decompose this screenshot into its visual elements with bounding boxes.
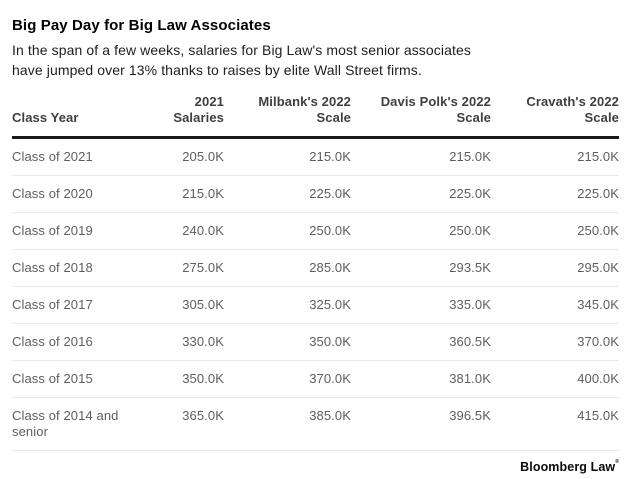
milbank-scale-cell: 250.0K xyxy=(309,223,351,238)
milbank-scale-cell: 350.0K xyxy=(309,334,351,349)
column-header-davis-polk-2022-scale: Davis Polk's 2022 Scale xyxy=(380,94,491,125)
column-header-2021-salaries: 2021 Salaries xyxy=(173,94,224,125)
salary-2021-cell: 240.0K xyxy=(182,223,224,238)
table-row: Class of 2017 305.0K 325.0K 335.0K 345.0… xyxy=(12,287,619,324)
class-year-cell: Class of 2015 xyxy=(12,371,93,386)
table-row: Class of 2014 and senior 365.0K 385.0K 3… xyxy=(12,398,619,451)
davis-polk-scale-cell: 225.0K xyxy=(449,186,491,201)
registered-trademark-mark: ® xyxy=(615,459,619,465)
class-year-cell: Class of 2014 and senior xyxy=(12,408,119,439)
cravath-scale-cell: 415.0K xyxy=(577,408,619,423)
table-row: Class of 2015 350.0K 370.0K 381.0K 400.0… xyxy=(12,361,619,398)
salary-2021-cell: 205.0K xyxy=(182,149,224,164)
cravath-scale-cell: 250.0K xyxy=(577,223,619,238)
cravath-scale-cell: 345.0K xyxy=(577,297,619,312)
milbank-scale-cell: 285.0K xyxy=(309,260,351,275)
table-row: Class of 2016 330.0K 350.0K 360.5K 370.0… xyxy=(12,324,619,361)
class-year-cell: Class of 2017 xyxy=(12,297,93,312)
salary-2021-cell: 215.0K xyxy=(182,186,224,201)
table-row: Class of 2020 215.0K 225.0K 225.0K 225.0… xyxy=(12,176,619,213)
salary-2021-cell: 305.0K xyxy=(182,297,224,312)
milbank-scale-cell: 215.0K xyxy=(309,149,351,164)
davis-polk-scale-cell: 293.5K xyxy=(449,260,491,275)
class-year-cell: Class of 2019 xyxy=(12,223,93,238)
table-row: Class of 2018 275.0K 285.0K 293.5K 295.0… xyxy=(12,250,619,287)
davis-polk-scale-cell: 335.0K xyxy=(449,297,491,312)
cravath-scale-cell: 295.0K xyxy=(577,260,619,275)
class-year-cell: Class of 2018 xyxy=(12,260,93,275)
column-header-cravath-2022-scale: Cravath's 2022 Scale xyxy=(526,94,619,125)
davis-polk-scale-cell: 381.0K xyxy=(449,371,491,386)
cravath-scale-cell: 370.0K xyxy=(577,334,619,349)
table-row: Class of 2019 240.0K 250.0K 250.0K 250.0… xyxy=(12,213,619,250)
salary-2021-cell: 275.0K xyxy=(182,260,224,275)
table-row: Class of 2021 205.0K 215.0K 215.0K 215.0… xyxy=(12,138,619,176)
source-credit: Bloomberg Law® xyxy=(12,459,619,474)
milbank-scale-cell: 385.0K xyxy=(309,408,351,423)
source-credit-text: Bloomberg Law xyxy=(520,460,616,474)
chart-title: Big Pay Day for Big Law Associates xyxy=(12,17,271,34)
cravath-scale-cell: 225.0K xyxy=(577,186,619,201)
class-year-cell: Class of 2021 xyxy=(12,149,93,164)
milbank-scale-cell: 370.0K xyxy=(309,371,351,386)
subtitle-line-1: In the span of a few weeks, salaries for… xyxy=(12,42,471,58)
salary-2021-cell: 330.0K xyxy=(182,334,224,349)
davis-polk-scale-cell: 250.0K xyxy=(449,223,491,238)
salary-2021-cell: 350.0K xyxy=(182,371,224,386)
table-header-row: Class Year 2021 Salaries Milbank's 2022 … xyxy=(12,94,619,138)
salary-table: Class Year 2021 Salaries Milbank's 2022 … xyxy=(12,94,619,451)
class-year-cell: Class of 2016 xyxy=(12,334,93,349)
milbank-scale-cell: 325.0K xyxy=(309,297,351,312)
davis-polk-scale-cell: 360.5K xyxy=(449,334,491,349)
column-header-milbank-2022-scale: Milbank's 2022 Scale xyxy=(258,94,351,125)
cravath-scale-cell: 215.0K xyxy=(577,149,619,164)
subtitle-line-2: have jumped over 13% thanks to raises by… xyxy=(12,62,422,78)
cravath-scale-cell: 400.0K xyxy=(577,371,619,386)
chart-subtitle: In the span of a few weeks, salaries for… xyxy=(12,40,619,80)
davis-polk-scale-cell: 215.0K xyxy=(449,149,491,164)
salary-2021-cell: 365.0K xyxy=(182,408,224,423)
class-year-cell: Class of 2020 xyxy=(12,186,93,201)
davis-polk-scale-cell: 396.5K xyxy=(449,408,491,423)
milbank-scale-cell: 225.0K xyxy=(309,186,351,201)
column-header-class-year: Class Year xyxy=(12,110,79,125)
